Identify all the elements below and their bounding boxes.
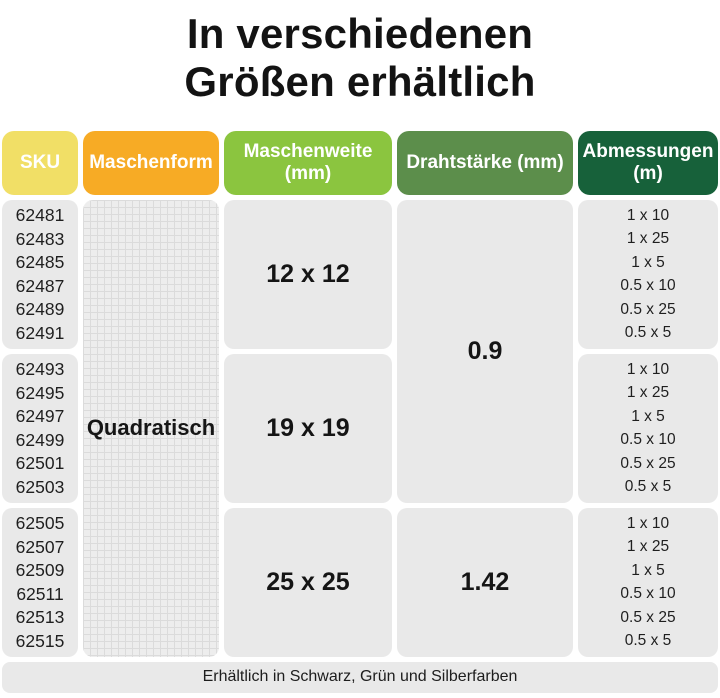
column-header-maschenweite-label: Maschenweite: [243, 140, 373, 162]
sku-value: 62511: [16, 583, 64, 604]
page-title-line-2: Größen erhältlich: [184, 57, 536, 105]
abmessung-value: 0.5 x 10: [620, 277, 676, 294]
sku-cell-group-3: 62505 62507 62509 62511 62513 62515: [2, 507, 78, 657]
sku-value: 62515: [15, 630, 65, 651]
maschenweite-cell-group-1: 12 x 12: [224, 199, 392, 349]
sku-value: 62513: [15, 607, 65, 627]
maschenform-cell: Quadratisch: [83, 199, 219, 657]
abmessung-value: 0.5 x 5: [624, 324, 672, 341]
column-header-drahtstaerke-label: Drahtstärke (mm): [406, 151, 564, 173]
sku-value: 62483: [15, 228, 65, 249]
sku-value: 62495: [15, 382, 65, 403]
abmessung-value: 1 x 25: [626, 538, 670, 555]
sku-value: 62507: [15, 536, 65, 557]
abmessung-value: 0.5 x 25: [620, 608, 676, 626]
sku-value: 62499: [15, 429, 65, 450]
color-availability-note: Erhältlich in Schwarz, Grün und Silberfa…: [2, 661, 718, 693]
sku-cell-group-2: 62493 62495 62497 62499 62501 62503: [2, 353, 78, 503]
page-title: In verschiedenen Größen erhältlich: [0, 0, 720, 106]
page-title-line-1: In verschiedenen: [186, 10, 534, 57]
column-header-maschenweite-unit: (mm): [284, 162, 332, 184]
abmessung-value: 1 x 10: [626, 360, 670, 378]
sku-value: 62489: [15, 299, 65, 319]
sku-value: 62493: [15, 359, 65, 379]
column-header-maschenform-label: Maschenform: [89, 151, 213, 173]
column-header-sku-label: SKU: [19, 151, 61, 173]
maschenweite-value: 12 x 12: [266, 259, 350, 288]
size-table: SKU Maschenform Maschenweite (mm) Drahts…: [2, 130, 718, 657]
sku-cell-group-1: 62481 62483 62485 62487 62489 62491: [2, 199, 78, 349]
sku-value: 62487: [15, 275, 65, 296]
drahtstaerke-cell-2: 1.42: [397, 507, 573, 657]
maschenweite-cell-group-2: 19 x 19: [224, 353, 392, 503]
column-header-drahtstaerke: Drahtstärke (mm): [397, 130, 573, 195]
sku-value: 62497: [15, 406, 65, 426]
abmessung-value: 1 x 5: [631, 253, 665, 271]
sku-value: 62485: [15, 252, 65, 272]
column-header-maschenweite: Maschenweite (mm): [224, 130, 392, 195]
abmessung-value: 0.5 x 25: [620, 300, 676, 318]
sku-value: 62509: [15, 560, 65, 580]
abmessung-value: 0.5 x 10: [620, 431, 676, 448]
maschenweite-value: 25 x 25: [266, 567, 350, 596]
abmessungen-cell-group-3: 1 x 10 1 x 25 1 x 5 0.5 x 10 0.5 x 25 0.…: [578, 507, 718, 657]
abmessung-value: 1 x 25: [626, 230, 670, 247]
abmessung-value: 1 x 5: [631, 561, 665, 579]
drahtstaerke-value: 1.42: [460, 567, 510, 596]
column-header-abmessungen: Abmessungen (m): [578, 130, 718, 195]
abmessung-value: 0.5 x 10: [620, 585, 676, 602]
column-header-abmessungen-label: Abmessungen: [582, 140, 714, 162]
sku-value: 62505: [15, 513, 65, 533]
abmessung-value: 0.5 x 25: [620, 454, 676, 472]
column-header-sku: SKU: [2, 130, 78, 195]
maschenweite-cell-group-3: 25 x 25: [224, 507, 392, 657]
sku-value: 62481: [15, 205, 65, 225]
column-header-maschenform: Maschenform: [83, 130, 219, 195]
maschenweite-value: 19 x 19: [266, 413, 350, 442]
maschenform-value: Quadratisch: [86, 415, 216, 441]
sku-value: 62503: [15, 476, 65, 497]
abmessung-value: 1 x 10: [626, 206, 670, 224]
abmessung-value: 1 x 5: [631, 407, 665, 425]
abmessung-value: 1 x 10: [626, 514, 670, 532]
column-header-abmessungen-unit: (m): [633, 162, 663, 184]
sku-value: 62491: [15, 322, 65, 343]
sku-value: 62501: [15, 453, 65, 473]
drahtstaerke-cell-1: 0.9: [397, 199, 573, 503]
abmessung-value: 1 x 25: [626, 384, 670, 401]
abmessungen-cell-group-1: 1 x 10 1 x 25 1 x 5 0.5 x 10 0.5 x 25 0.…: [578, 199, 718, 349]
abmessung-value: 0.5 x 5: [624, 478, 672, 495]
abmessungen-cell-group-2: 1 x 10 1 x 25 1 x 5 0.5 x 10 0.5 x 25 0.…: [578, 353, 718, 503]
abmessung-value: 0.5 x 5: [624, 632, 672, 649]
drahtstaerke-value: 0.9: [467, 336, 503, 365]
